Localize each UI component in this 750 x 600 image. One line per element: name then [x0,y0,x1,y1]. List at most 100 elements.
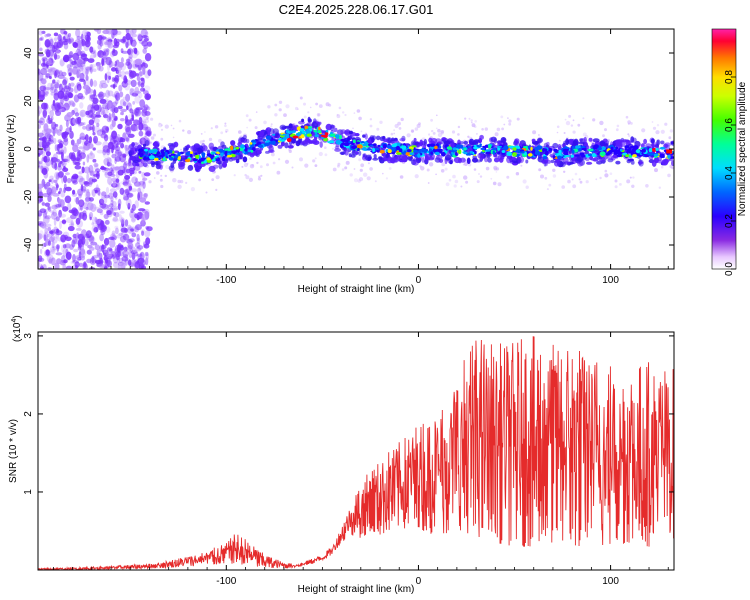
noise-blob [96,122,100,127]
noise-blob [65,90,69,95]
noise-blob [122,132,127,141]
scatter-dot [428,162,434,167]
noise-blob [50,210,53,213]
scatter-dot [418,122,421,126]
ridge-core-cell [624,148,628,151]
ridge-core-cell [240,144,245,149]
noise-blob [112,205,120,210]
scatter-dot [394,123,399,129]
scatter-dot [274,103,278,107]
noise-blob [47,206,51,211]
scatter-dot [507,117,509,119]
noise-blob [53,217,57,226]
ridge-core-cell [591,153,597,158]
ridge-cell [615,160,621,165]
scatter-dot [615,128,619,132]
ridge-cell [152,141,159,147]
noise-blob [119,210,125,214]
scatter-dot [604,169,608,173]
ridge-core-cell [185,159,191,163]
scatter-dot [150,117,154,121]
noise-blob [123,249,126,254]
scatter-dot [577,123,581,127]
ridge-cell [250,151,257,156]
ridge-cell [506,156,513,164]
ridge-core-cell [659,153,665,158]
scatter-dot [525,185,529,189]
noise-blob [63,146,67,154]
noise-blob [70,69,77,75]
noise-blob [89,94,95,100]
noise-blob [66,112,74,118]
ridge-cell [194,144,201,148]
scatter-dot [220,131,224,135]
noise-blob [59,187,63,192]
noise-blob [92,97,99,105]
noise-blob [127,56,133,64]
noise-blob [132,33,138,38]
ridge-core-cell [329,133,335,137]
snr-y-scale-exponent: 4 [11,319,18,323]
ridge-cell [222,161,227,168]
colorbar: 0.0 0.2 0.4 0.6 0.8 Normalized spectral ampl… [711,28,748,276]
noise-blobs [38,29,674,269]
noise-blob [44,227,48,234]
noise-blob [76,83,82,91]
ridge-core-cell [145,150,148,155]
noise-blob [102,51,106,56]
scatter-dot [358,116,362,121]
noise-blob [115,143,119,148]
noise-blob [94,244,100,251]
ridge-cell [525,159,529,164]
scatter-dot [267,105,271,109]
noise-blob [102,102,109,110]
noise-blob [63,187,66,194]
noise-blob [76,37,81,43]
scatter-dot [484,127,488,131]
noise-blob [110,135,114,140]
ridge-core-cell [635,149,641,154]
ridge-cell [277,144,283,149]
scatter-dot [218,138,222,143]
noise-blob [85,75,89,81]
noise-blob [110,113,116,119]
noise-blob [116,134,121,142]
noise-blob [76,68,81,78]
spectrogram-axes: -100 0 100 -40 -20 0 20 40 [23,29,674,286]
noise-blob [41,150,46,158]
noise-blob [140,87,146,92]
noise-blob [79,211,84,220]
noise-blob [125,29,130,34]
noise-blob [38,160,41,168]
scatter-dot [393,129,395,131]
scatter-dot [427,182,430,184]
noise-blob [67,202,72,211]
noise-blob [139,252,143,260]
ridge-core-cell [553,149,558,152]
scatter-dot [522,179,527,184]
noise-blob [127,202,131,210]
ridge-core-cell [194,152,198,155]
ridge-cell [142,143,147,147]
noise-blob [122,181,129,186]
ridge-cell [643,138,647,145]
ridge-cell [592,138,600,143]
noise-blob [124,101,132,108]
noise-blob [119,187,125,195]
noise-blob [84,197,88,203]
ridge-core-cell [557,155,562,160]
ridge-core-cell [372,147,375,153]
noise-blob [93,173,100,177]
ridge-cell [387,137,391,144]
scatter-dot [245,175,250,180]
ridge-core-cell [143,156,147,159]
noise-blob [86,68,89,74]
ridge-cell [630,160,635,165]
noise-blob [62,158,69,162]
noise-blob [110,30,114,36]
noise-blob [38,233,41,242]
noise-blob [40,159,43,167]
ridge-core-cell [347,137,351,142]
noise-blob [129,71,134,80]
ridge-cell [498,154,503,161]
